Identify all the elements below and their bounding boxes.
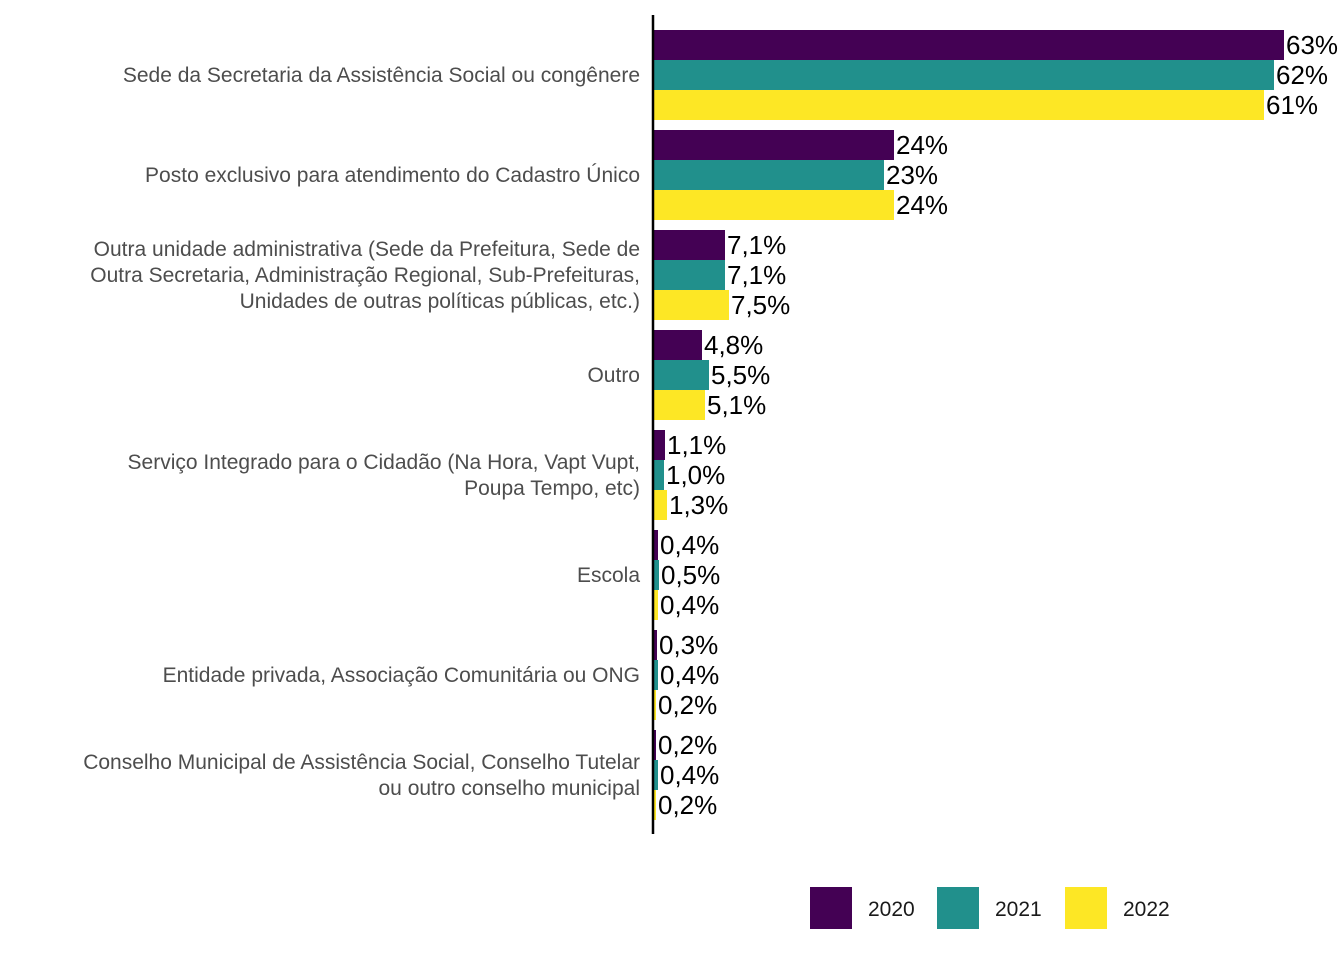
legend-label: 2021 (995, 898, 1042, 921)
bar-2020 (654, 430, 665, 460)
bar-2020 (654, 630, 657, 660)
bar-2021 (654, 160, 884, 190)
bar-2020 (654, 330, 702, 360)
bar-2022 (654, 90, 1264, 120)
data-label: 5,5% (711, 360, 770, 390)
category-label: Entidade privada, Associação Comunitária… (163, 664, 640, 687)
bar-2022 (654, 190, 894, 220)
bar-2020 (654, 730, 656, 760)
data-label: 4,8% (704, 330, 763, 360)
category-label: Escola (577, 564, 640, 587)
data-label: 24% (896, 190, 948, 220)
legend: 2020 2021 2022 (810, 887, 1170, 929)
bar-2020 (654, 530, 658, 560)
bar-2021 (654, 260, 725, 290)
data-label: 7,5% (731, 290, 790, 320)
legend-swatch-2022 (1065, 887, 1107, 929)
category-label: Poupa Tempo, etc) (464, 477, 640, 500)
bar-2020 (654, 130, 894, 160)
data-label: 63% (1286, 30, 1338, 60)
category-labels-layer: Sede da Secretaria da Assistência Social… (83, 64, 640, 800)
bar-2022 (654, 490, 667, 520)
category-label: Unidades de outras políticas públicas, e… (240, 290, 640, 313)
bar-2022 (654, 390, 705, 420)
data-label: 1,3% (669, 490, 728, 520)
data-label: 1,1% (667, 430, 726, 460)
bar-2021 (654, 360, 709, 390)
data-label: 5,1% (707, 390, 766, 420)
data-label: 0,4% (660, 660, 719, 690)
bar-2022 (654, 590, 658, 620)
category-label: Outro (587, 364, 640, 387)
legend-label: 2020 (868, 898, 915, 921)
bar-2020 (654, 30, 1284, 60)
category-label: Outra unidade administrativa (Sede da Pr… (94, 238, 640, 261)
category-label: Posto exclusivo para atendimento do Cada… (145, 164, 640, 187)
data-label: 0,2% (658, 790, 717, 820)
legend-label: 2022 (1123, 898, 1170, 921)
data-label: 61% (1266, 90, 1318, 120)
bar-2022 (654, 290, 729, 320)
legend-swatch-2021 (937, 887, 979, 929)
data-label: 0,4% (660, 760, 719, 790)
category-label: Conselho Municipal de Assistência Social… (83, 751, 640, 774)
data-label: 0,2% (658, 690, 717, 720)
value-labels-layer: 63%62%61%24%23%24%7,1%7,1%7,5%4,8%5,5%5,… (658, 30, 1338, 820)
category-label: Outra Secretaria, Administração Regional… (90, 264, 640, 287)
data-label: 7,1% (727, 230, 786, 260)
bar-2022 (654, 690, 656, 720)
data-label: 24% (896, 130, 948, 160)
bar-2020 (654, 230, 725, 260)
data-label: 7,1% (727, 260, 786, 290)
bar-2021 (654, 560, 659, 590)
data-label: 0,3% (659, 630, 718, 660)
bar-2021 (654, 760, 658, 790)
bars-layer (654, 30, 1284, 820)
data-label: 0,4% (660, 590, 719, 620)
bar-2021 (654, 660, 658, 690)
bar-2021 (654, 60, 1274, 90)
bar-2022 (654, 790, 656, 820)
category-label: Sede da Secretaria da Assistência Social… (123, 64, 640, 87)
legend-swatch-2020 (810, 887, 852, 929)
bar-2021 (654, 460, 664, 490)
data-label: 1,0% (666, 460, 725, 490)
data-label: 23% (886, 160, 938, 190)
data-label: 0,4% (660, 530, 719, 560)
data-label: 0,2% (658, 730, 717, 760)
category-label: Serviço Integrado para o Cidadão (Na Hor… (128, 451, 640, 474)
data-label: 62% (1276, 60, 1328, 90)
data-label: 0,5% (661, 560, 720, 590)
category-label: ou outro conselho municipal (379, 777, 641, 800)
